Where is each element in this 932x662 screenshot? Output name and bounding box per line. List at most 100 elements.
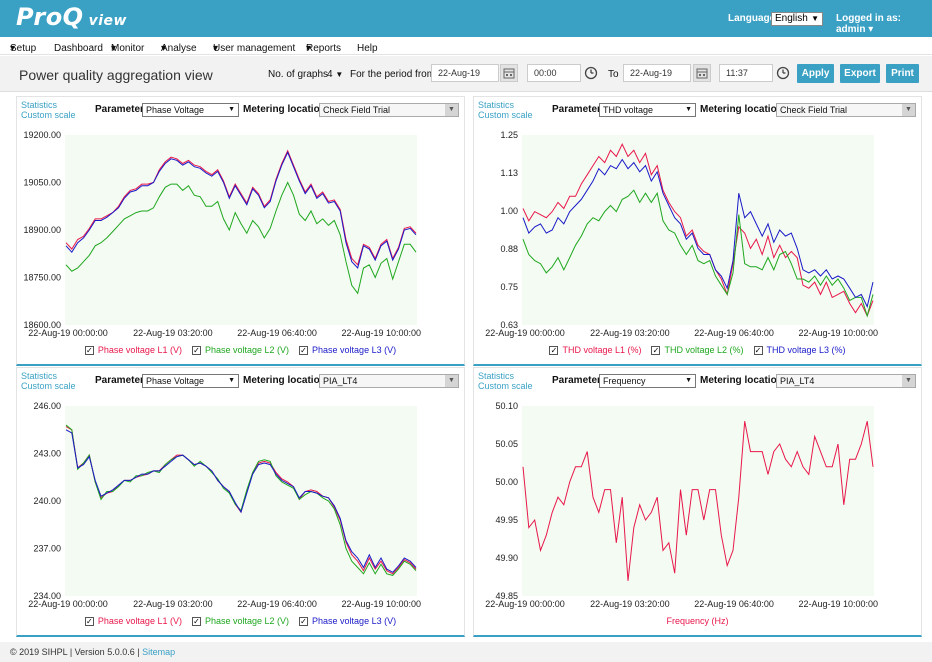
y-tick-label: 49.95 (495, 515, 518, 525)
chart-area: 246.00243.00240.00237.00234.0022-Aug-19 … (28, 401, 421, 609)
from-date-input[interactable]: 22-Aug-19 (431, 64, 499, 82)
clock-icon[interactable] (773, 64, 793, 82)
parameter-label: Parameter (552, 104, 601, 115)
parameter-select[interactable]: Phase Voltage ▼ (142, 374, 239, 388)
period-label: For the period from (350, 69, 436, 80)
apply-button[interactable]: Apply (797, 64, 834, 83)
y-tick-label: 0.88 (500, 244, 518, 254)
dropdown-arrow-icon: ▼ (685, 106, 692, 113)
legend-checkbox[interactable]: ✓ (191, 616, 201, 626)
chart-legend: ✓ Phase voltage L1 (V) ✓ Phase voltage L2 (… (17, 616, 464, 626)
statistics-link[interactable]: Statistics (478, 371, 515, 381)
y-tick-label: 18600.00 (23, 320, 61, 330)
legend-item[interactable]: ✓ Phase voltage L1 (V) (84, 345, 182, 355)
parameter-label: Parameter (95, 104, 144, 115)
series-line (65, 181, 417, 295)
calendar-icon[interactable] (693, 64, 711, 82)
y-tick-label: 49.90 (495, 553, 518, 563)
parameter-select[interactable]: Phase Voltage ▼ (142, 103, 239, 117)
legend-checkbox[interactable]: ✓ (84, 616, 94, 626)
to-date-input[interactable]: 22-Aug-19 (623, 64, 691, 82)
chevron-down-icon: ▾ (306, 43, 312, 54)
x-tick-label: 22-Aug-19 03:20:00 (590, 599, 670, 609)
legend-item[interactable]: Frequency (Hz) (666, 616, 728, 626)
dropdown-arrow-icon: ▼ (445, 104, 458, 116)
legend-item[interactable]: ✓ Phase voltage L3 (V) (299, 345, 396, 355)
from-time-input[interactable]: 00:00 (527, 64, 581, 82)
x-tick-label: 22-Aug-19 10:00:00 (798, 599, 878, 609)
x-tick-label: 22-Aug-19 03:20:00 (133, 328, 213, 338)
statistics-link[interactable]: Statistics (21, 100, 58, 110)
language-select[interactable]: English ▼ (771, 12, 823, 26)
y-tick-label: 0.63 (500, 320, 518, 330)
chevron-down-icon: ▾ (10, 43, 16, 54)
custom-scale-link[interactable]: Custom scale (21, 110, 76, 120)
export-button[interactable]: Export (840, 64, 880, 83)
series-line (522, 189, 874, 318)
to-label: To (608, 69, 619, 80)
legend-checkbox[interactable]: ✓ (299, 616, 309, 626)
location-select[interactable]: PIA_LT4 ▼ (776, 374, 916, 388)
legend-label: Phase voltage L2 (V) (204, 345, 290, 355)
x-tick-label: 22-Aug-19 00:00:00 (485, 599, 565, 609)
parameter-select[interactable]: THD voltage ▼ (599, 103, 696, 117)
dropdown-arrow-icon: ▼ (228, 106, 235, 113)
chevron-down-icon: ▾ (111, 43, 117, 54)
y-tick-label: 246.00 (33, 401, 61, 411)
statistics-link[interactable]: Statistics (478, 100, 515, 110)
x-tick-label: 22-Aug-19 06:40:00 (694, 599, 774, 609)
y-tick-label: 234.00 (33, 591, 61, 601)
page-footer: © 2019 SIHPL | Version 5.0.0.6 | Sitemap (0, 642, 932, 662)
legend-item[interactable]: ✓ Phase voltage L2 (V) (191, 345, 290, 355)
location-select[interactable]: PIA_LT4 ▼ (319, 374, 459, 388)
legend-checkbox[interactable]: ✓ (84, 345, 94, 355)
calendar-icon[interactable] (500, 64, 518, 82)
plot-background (522, 135, 874, 325)
legend-item[interactable]: ✓ Phase voltage L2 (V) (191, 616, 290, 626)
y-tick-label: 1.25 (500, 130, 518, 140)
legend-item[interactable]: ✓ THD voltage L2 (%) (651, 345, 744, 355)
proq-logo[interactable]: ProQ view (16, 3, 127, 31)
parameter-value: THD voltage (603, 105, 654, 115)
main-menu: Setup ▾ Dashboard Monitor ▾ Analyse ▾ Us… (0, 37, 932, 55)
footer-text: © 2019 SIHPL | Version 5.0.0.6 | (10, 647, 140, 657)
chart-panel-4: Statistics Custom scale Parameter Frequen… (473, 367, 922, 637)
x-tick-label: 22-Aug-19 06:40:00 (237, 599, 317, 609)
legend-item[interactable]: ✓ THD voltage L1 (%) (549, 345, 641, 355)
legend-checkbox[interactable]: ✓ (191, 345, 201, 355)
legend-checkbox[interactable]: ✓ (753, 345, 763, 355)
custom-scale-link[interactable]: Custom scale (478, 110, 533, 120)
legend-label: Phase voltage L2 (V) (204, 616, 290, 626)
user-menu[interactable]: Logged in as: admin ▾ (836, 13, 932, 35)
statistics-links: Statistics Custom scale (478, 371, 533, 391)
legend-item[interactable]: ✓ Phase voltage L3 (V) (299, 616, 396, 626)
clock-icon[interactable] (581, 64, 601, 82)
sitemap-link[interactable]: Sitemap (142, 647, 176, 657)
chart-legend: Frequency (Hz) (474, 616, 921, 626)
print-button[interactable]: Print (886, 64, 919, 83)
legend-checkbox[interactable]: ✓ (651, 345, 661, 355)
graphs-count-select[interactable]: 4 ▼ (327, 69, 343, 80)
legend-item[interactable]: ✓ THD voltage L3 (%) (753, 345, 846, 355)
legend-checkbox[interactable]: ✓ (299, 345, 309, 355)
series-line (522, 143, 874, 318)
legend-label: Phase voltage L1 (V) (97, 345, 182, 355)
dropdown-arrow-icon: ▼ (445, 375, 458, 387)
location-value: PIA_LT4 (323, 376, 358, 386)
custom-scale-link[interactable]: Custom scale (478, 381, 533, 391)
graphs-count-label: No. of graphs (268, 69, 329, 80)
menu-label: Monitor (111, 43, 145, 54)
chevron-down-icon: ▾ (161, 43, 167, 54)
legend-checkbox[interactable]: ✓ (549, 345, 559, 355)
location-select[interactable]: Check Field Trial ▼ (319, 103, 459, 117)
custom-scale-link[interactable]: Custom scale (21, 381, 76, 391)
legend-item[interactable]: ✓ Phase voltage L1 (V) (84, 616, 182, 626)
parameter-select[interactable]: Frequency ▼ (599, 374, 696, 388)
y-tick-label: 18750.00 (23, 273, 61, 283)
language-value: English (775, 13, 808, 24)
logo-main: ProQ (16, 3, 84, 31)
location-select[interactable]: Check Field Trial ▼ (776, 103, 916, 117)
y-tick-label: 1.00 (500, 206, 518, 216)
to-time-input[interactable]: 11:37 (719, 64, 773, 82)
statistics-link[interactable]: Statistics (21, 371, 58, 381)
